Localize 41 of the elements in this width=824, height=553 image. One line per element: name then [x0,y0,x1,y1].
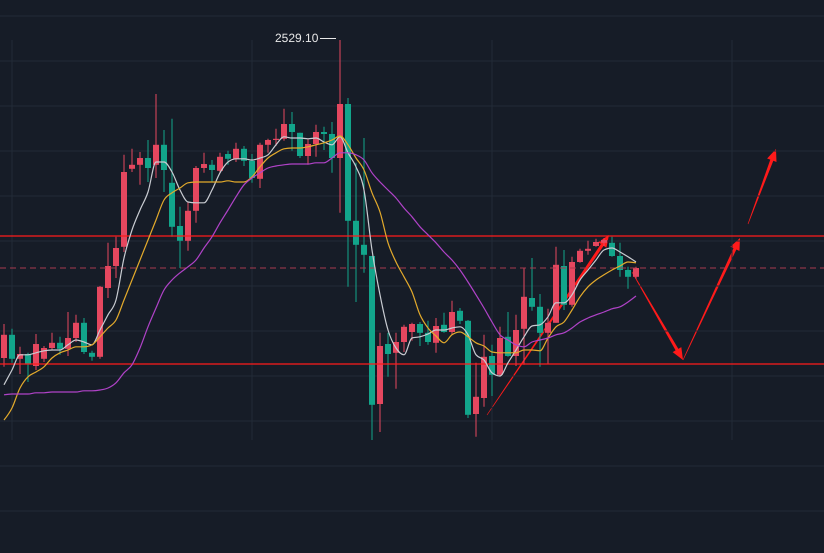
candlestick [33,334,39,370]
candlestick [449,300,455,336]
candlestick [233,142,239,162]
candlestick [361,138,367,274]
candlestick [217,152,223,174]
candlestick [529,258,535,312]
candlestick [385,332,391,378]
candlestick [105,242,111,298]
candlestick [585,240,591,256]
candlestick [633,266,639,280]
candlestick [41,346,47,362]
candlestick [281,108,287,142]
candlestick [209,160,215,182]
candlestick [201,152,207,174]
candlestick [321,126,327,150]
candlestick [49,332,55,350]
candlestick [57,336,63,356]
candlestick [353,162,359,302]
candlestick [145,140,151,182]
candlestick [401,324,407,352]
candlestick [137,152,143,186]
candlestick [409,322,415,342]
candlestick [625,266,631,290]
candlestick [1,324,7,368]
candlestick [129,148,135,172]
candlestick [417,322,423,346]
candlestick [153,94,159,178]
candlestick [289,112,295,152]
candlestick [9,328,15,364]
candlestick [577,248,583,264]
candlestick [113,236,119,278]
annotation: 2529.10 [275,31,318,45]
candlestick [177,206,183,268]
candlestick [609,236,615,258]
candlestick [225,150,231,166]
candlestick [265,138,271,154]
candlestick [457,308,463,324]
candlestick [89,350,95,362]
candlestick [545,308,551,364]
candlestick [473,362,479,438]
candlestick [73,314,79,342]
